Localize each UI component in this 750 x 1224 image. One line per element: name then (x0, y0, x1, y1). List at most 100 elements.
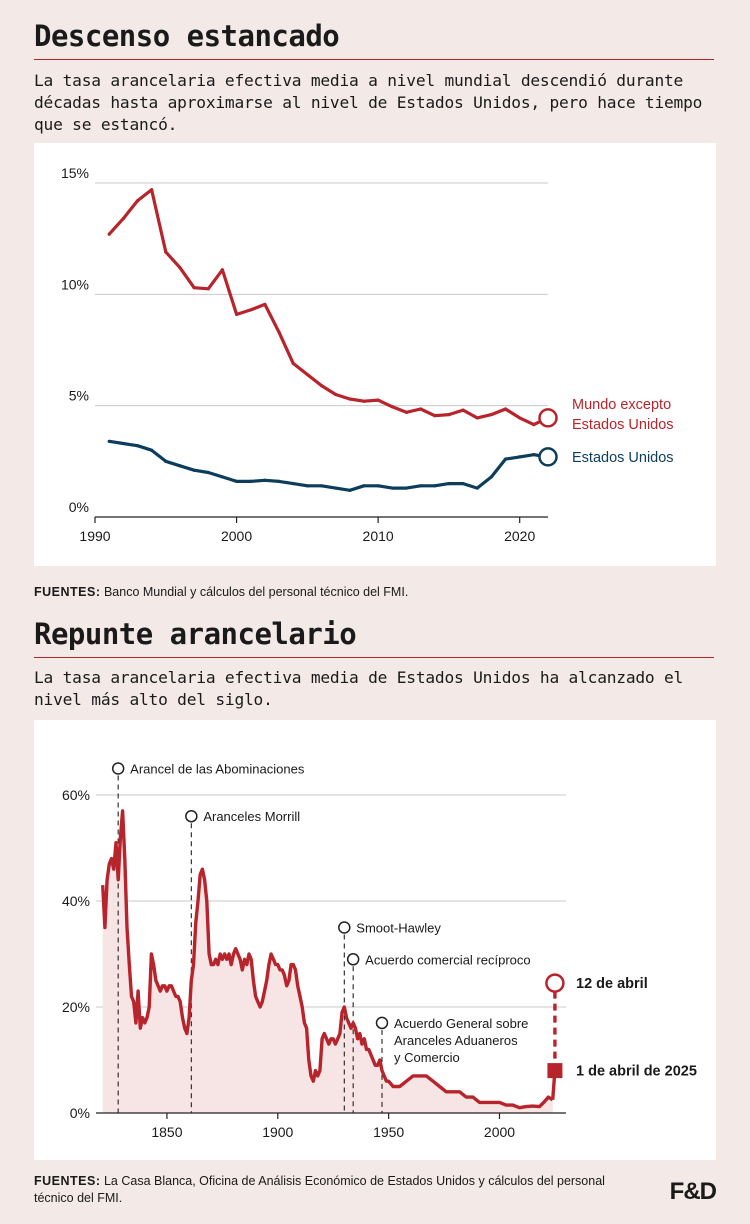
chart2-title-rule (34, 657, 714, 658)
annotation-label: Aranceles Aduaneros (394, 1033, 518, 1048)
data-point-us (178, 464, 182, 468)
data-point-world (447, 412, 451, 417)
series-label-world: Estados Unidos (572, 417, 674, 433)
data-point-us (107, 439, 111, 443)
y-tick-label: 0% (69, 499, 89, 515)
series-line-world (108, 188, 549, 427)
annotation-label: Aranceles Morrill (203, 809, 300, 824)
data-point-us (291, 482, 295, 486)
data-point-world (503, 407, 508, 411)
y-tick-label: 5% (69, 388, 89, 404)
data-point-us (150, 448, 154, 452)
data-point-us (206, 470, 210, 475)
data-point-us (164, 459, 168, 463)
data-point-us (305, 484, 309, 488)
annotation-label: Acuerdo General sobre (394, 1016, 528, 1031)
data-point-world (206, 287, 210, 291)
data-point-world (277, 330, 281, 334)
chart2-title: Repunte arancelario (34, 617, 357, 651)
data-point-world (263, 302, 267, 306)
data-point-world (150, 188, 154, 192)
data-point-world (489, 412, 493, 417)
x-tick-label: 2010 (363, 528, 394, 544)
data-point-world (164, 250, 168, 254)
x-tick-label: 2000 (221, 528, 252, 544)
data-point-world (220, 268, 225, 272)
data-point-us (532, 453, 536, 457)
y-tick-label: 20% (62, 999, 90, 1015)
annotation-marker (185, 809, 198, 823)
data-point-us (433, 484, 437, 488)
x-tick-label: 2000 (484, 1124, 515, 1140)
chart1-panel: 0% 5% 10% 15% 1990 2000 2010 2020 Mundo excepto E… (34, 143, 716, 566)
y-tick-label: 0% (70, 1105, 90, 1121)
data-point-us (220, 475, 225, 479)
chart1-title: Descenso estancado (34, 19, 340, 53)
chart2-source-text: La Casa Blanca, Oficina de Análisis Econ… (34, 1174, 605, 1205)
data-point-us (249, 479, 253, 483)
data-point-us (348, 488, 352, 492)
data-point-us (475, 486, 479, 490)
chart2-plot: 0% 20% 40% 60% Arancel de las Abominaciones A… (62, 762, 697, 1141)
data-point-us (334, 486, 338, 490)
endpoint-label: 12 de abril (576, 976, 648, 992)
annotation-marker (338, 921, 351, 934)
data-point-us (135, 444, 140, 448)
data-point-us (404, 486, 409, 490)
series-label-world: Mundo excepto (572, 397, 671, 413)
data-point-us (503, 457, 508, 461)
x-tick-label: 1900 (262, 1124, 293, 1140)
data-point-world (107, 232, 111, 236)
y-tick-label: 60% (62, 787, 90, 803)
data-point-world (121, 217, 125, 221)
x-tick-label: 1990 (79, 528, 110, 544)
data-point-world (178, 266, 182, 270)
data-point-us (447, 482, 451, 486)
series-end-marker-world (538, 408, 558, 428)
data-point-us (192, 468, 196, 472)
x-tick-label: 2020 (504, 528, 535, 544)
data-point-world (461, 408, 465, 412)
data-point-world (319, 384, 324, 388)
annotation-marker (375, 1016, 389, 1030)
data-point-world (475, 416, 479, 420)
x-tick-label: 1950 (373, 1124, 404, 1140)
y-tick-label: 10% (61, 276, 89, 292)
annotation-marker (111, 762, 125, 775)
chart1-source-text: Banco Mundial y cálculos del personal té… (100, 585, 409, 599)
data-point-world (249, 308, 253, 312)
series-line-us (108, 439, 549, 492)
data-point-world (192, 286, 196, 290)
chart1-plot: 0% 5% 10% 15% 1990 2000 2010 2020 Mundo excepto E… (61, 165, 674, 544)
data-point-world (234, 312, 239, 316)
data-point-world (518, 416, 522, 420)
data-point-world (291, 361, 295, 365)
data-point-us (277, 479, 281, 483)
data-point-us (234, 479, 239, 483)
fd-logo: F&D (669, 1178, 717, 1205)
data-point-world (404, 410, 409, 414)
endpoint-square-marker (547, 1063, 563, 1079)
chart2-panel: 0% 20% 40% 60% Arancel de las Abominaciones A… (34, 720, 716, 1160)
chart2-source-label: FUENTES: (34, 1174, 101, 1188)
annotation-label: Smoot-Hawley (356, 921, 441, 936)
data-point-us (518, 455, 522, 459)
x-tick-label: 1850 (151, 1124, 182, 1140)
data-point-us (390, 486, 394, 490)
data-point-us (121, 441, 125, 446)
data-point-world (433, 414, 437, 418)
chart1-title-rule (34, 59, 714, 60)
data-point-world (348, 397, 352, 401)
tariff-line (101, 809, 554, 1110)
endpoint-label: 1 de abril de 2025 (576, 1064, 697, 1080)
y-tick-label: 15% (61, 165, 89, 181)
data-point-world (362, 399, 366, 403)
data-point-world (135, 199, 140, 203)
chart2-subtitle: La tasa arancelaria efectiva media de Es… (34, 668, 684, 709)
y-tick-label: 40% (62, 893, 90, 909)
data-point-world (418, 407, 423, 411)
chart1-source-label: FUENTES: (34, 585, 101, 599)
chart1-subtitle: La tasa arancelaria efectiva media a niv… (34, 71, 703, 134)
data-point-world (334, 392, 338, 397)
series-end-marker-us (538, 447, 558, 467)
